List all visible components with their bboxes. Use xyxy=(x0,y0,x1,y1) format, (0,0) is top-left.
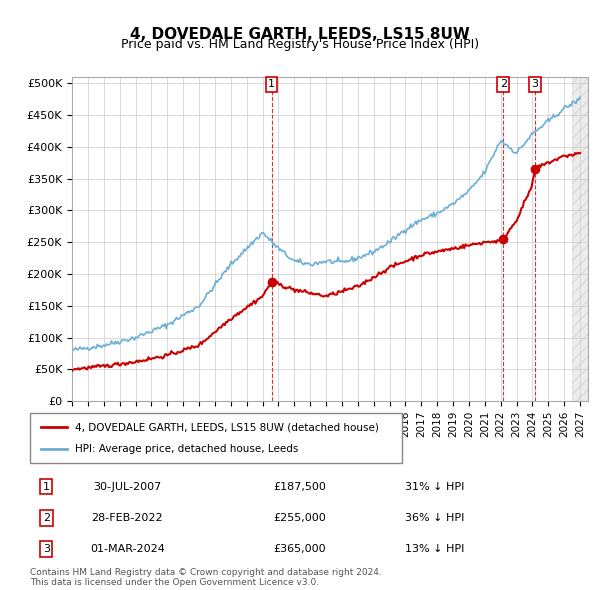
Text: Contains HM Land Registry data © Crown copyright and database right 2024.
This d: Contains HM Land Registry data © Crown c… xyxy=(30,568,382,587)
Text: £187,500: £187,500 xyxy=(274,481,326,491)
Text: 36% ↓ HPI: 36% ↓ HPI xyxy=(406,513,464,523)
Text: 2: 2 xyxy=(43,513,50,523)
Text: 3: 3 xyxy=(43,544,50,554)
Text: 3: 3 xyxy=(532,79,539,89)
Text: Price paid vs. HM Land Registry's House Price Index (HPI): Price paid vs. HM Land Registry's House … xyxy=(121,38,479,51)
Text: 30-JUL-2007: 30-JUL-2007 xyxy=(93,481,161,491)
Text: 1: 1 xyxy=(43,481,50,491)
Text: 31% ↓ HPI: 31% ↓ HPI xyxy=(406,481,464,491)
Text: £255,000: £255,000 xyxy=(274,513,326,523)
Text: £365,000: £365,000 xyxy=(274,544,326,554)
Text: 4, DOVEDALE GARTH, LEEDS, LS15 8UW (detached house): 4, DOVEDALE GARTH, LEEDS, LS15 8UW (deta… xyxy=(74,422,379,432)
Text: 01-MAR-2024: 01-MAR-2024 xyxy=(90,544,164,554)
Text: HPI: Average price, detached house, Leeds: HPI: Average price, detached house, Leed… xyxy=(74,444,298,454)
Text: 28-FEB-2022: 28-FEB-2022 xyxy=(91,513,163,523)
Text: 1: 1 xyxy=(268,79,275,89)
Text: 13% ↓ HPI: 13% ↓ HPI xyxy=(406,544,464,554)
FancyBboxPatch shape xyxy=(30,413,402,463)
Bar xyxy=(572,77,588,401)
Text: 2: 2 xyxy=(500,79,507,89)
Text: 4, DOVEDALE GARTH, LEEDS, LS15 8UW: 4, DOVEDALE GARTH, LEEDS, LS15 8UW xyxy=(130,27,470,41)
